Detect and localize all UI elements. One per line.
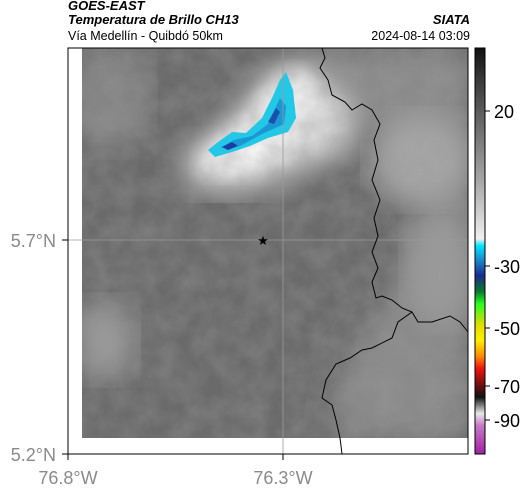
colorbar-label-20: 20 <box>494 102 514 122</box>
border-lines <box>319 47 469 455</box>
cold-cloud-region <box>208 72 296 157</box>
datetime-label: 2024-08-14 03:09 <box>371 29 470 43</box>
satellite-imagery <box>82 48 468 438</box>
colorbar <box>474 47 486 455</box>
map-frame <box>67 47 469 455</box>
colorbar-label-minus-90: -90 <box>494 411 520 431</box>
lon-label-76-8: 76.8°W <box>38 468 97 488</box>
colorbar-label-minus-70: -70 <box>494 377 520 397</box>
satellite-title: GOES-EAST <box>68 0 145 13</box>
star-icon: ★ <box>257 234 269 249</box>
lon-label-76-3: 76.3°W <box>253 468 312 488</box>
colorbar-label-minus-50: -50 <box>494 319 520 339</box>
organization-label: SIATA <box>432 12 470 27</box>
lat-label-5-2: 5.2°N <box>11 445 56 465</box>
product-title: Temperatura de Brillo CH13 <box>68 12 239 27</box>
colorbar-label-minus-30: -30 <box>494 257 520 277</box>
lat-label-5-7: 5.7°N <box>11 231 56 251</box>
colorbar-ticks <box>485 110 490 421</box>
route-subtitle: Vía Medellín - Quibdó 50km <box>68 29 223 43</box>
